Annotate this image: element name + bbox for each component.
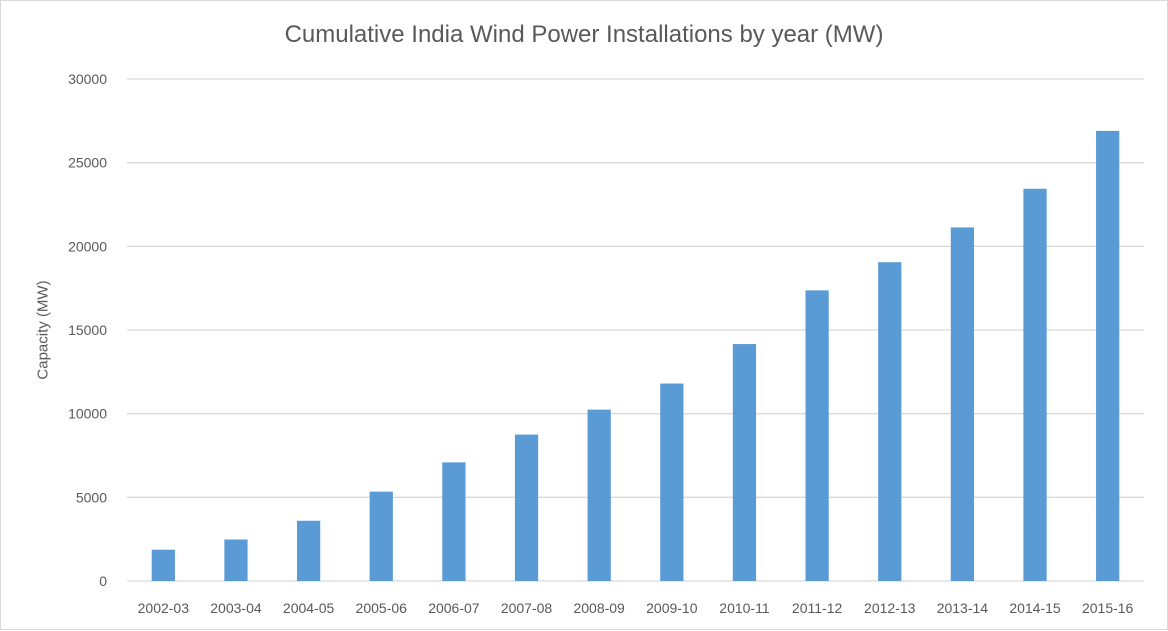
bar (587, 409, 611, 581)
x-tick-label: 2007-08 (501, 600, 553, 616)
x-tick-label: 2009-10 (646, 600, 698, 616)
bar (1096, 130, 1120, 581)
bar (732, 344, 757, 581)
x-tick-label: 2013-14 (937, 600, 989, 616)
bar (151, 549, 175, 581)
y-tick-label: 25000 (68, 155, 107, 171)
bar (660, 383, 684, 581)
x-tick-label: 2006-07 (428, 600, 480, 616)
x-tick-label: 2005-06 (356, 600, 408, 616)
x-tick-label: 2010-11 (719, 600, 770, 616)
x-tick-label: 2008-09 (573, 600, 625, 616)
y-tick-label: 5000 (76, 489, 107, 505)
x-tick-label: 2015-16 (1082, 600, 1134, 616)
y-tick-label: 0 (99, 573, 107, 589)
bar (805, 290, 829, 581)
bar (950, 227, 975, 581)
y-tick-label: 30000 (68, 71, 107, 87)
x-tick-label: 2014-15 (1009, 600, 1061, 616)
bar (878, 262, 902, 581)
y-tick-label: 10000 (68, 406, 107, 422)
bar (442, 462, 466, 581)
chart-title: Cumulative India Wind Power Installation… (284, 21, 884, 48)
bar (514, 434, 539, 581)
x-tick-label: 2003-04 (210, 600, 262, 616)
bar (369, 491, 393, 581)
bar (296, 520, 321, 581)
x-tick-label: 2004-05 (283, 600, 335, 616)
x-tick-label: 2012-13 (864, 600, 916, 616)
x-tick-label: 2002-03 (138, 600, 190, 616)
x-tick-label: 2011-12 (792, 600, 843, 616)
y-tick-label: 20000 (68, 238, 107, 254)
y-tick-label: 15000 (68, 322, 107, 338)
bar (224, 539, 248, 581)
bar (1023, 188, 1047, 581)
